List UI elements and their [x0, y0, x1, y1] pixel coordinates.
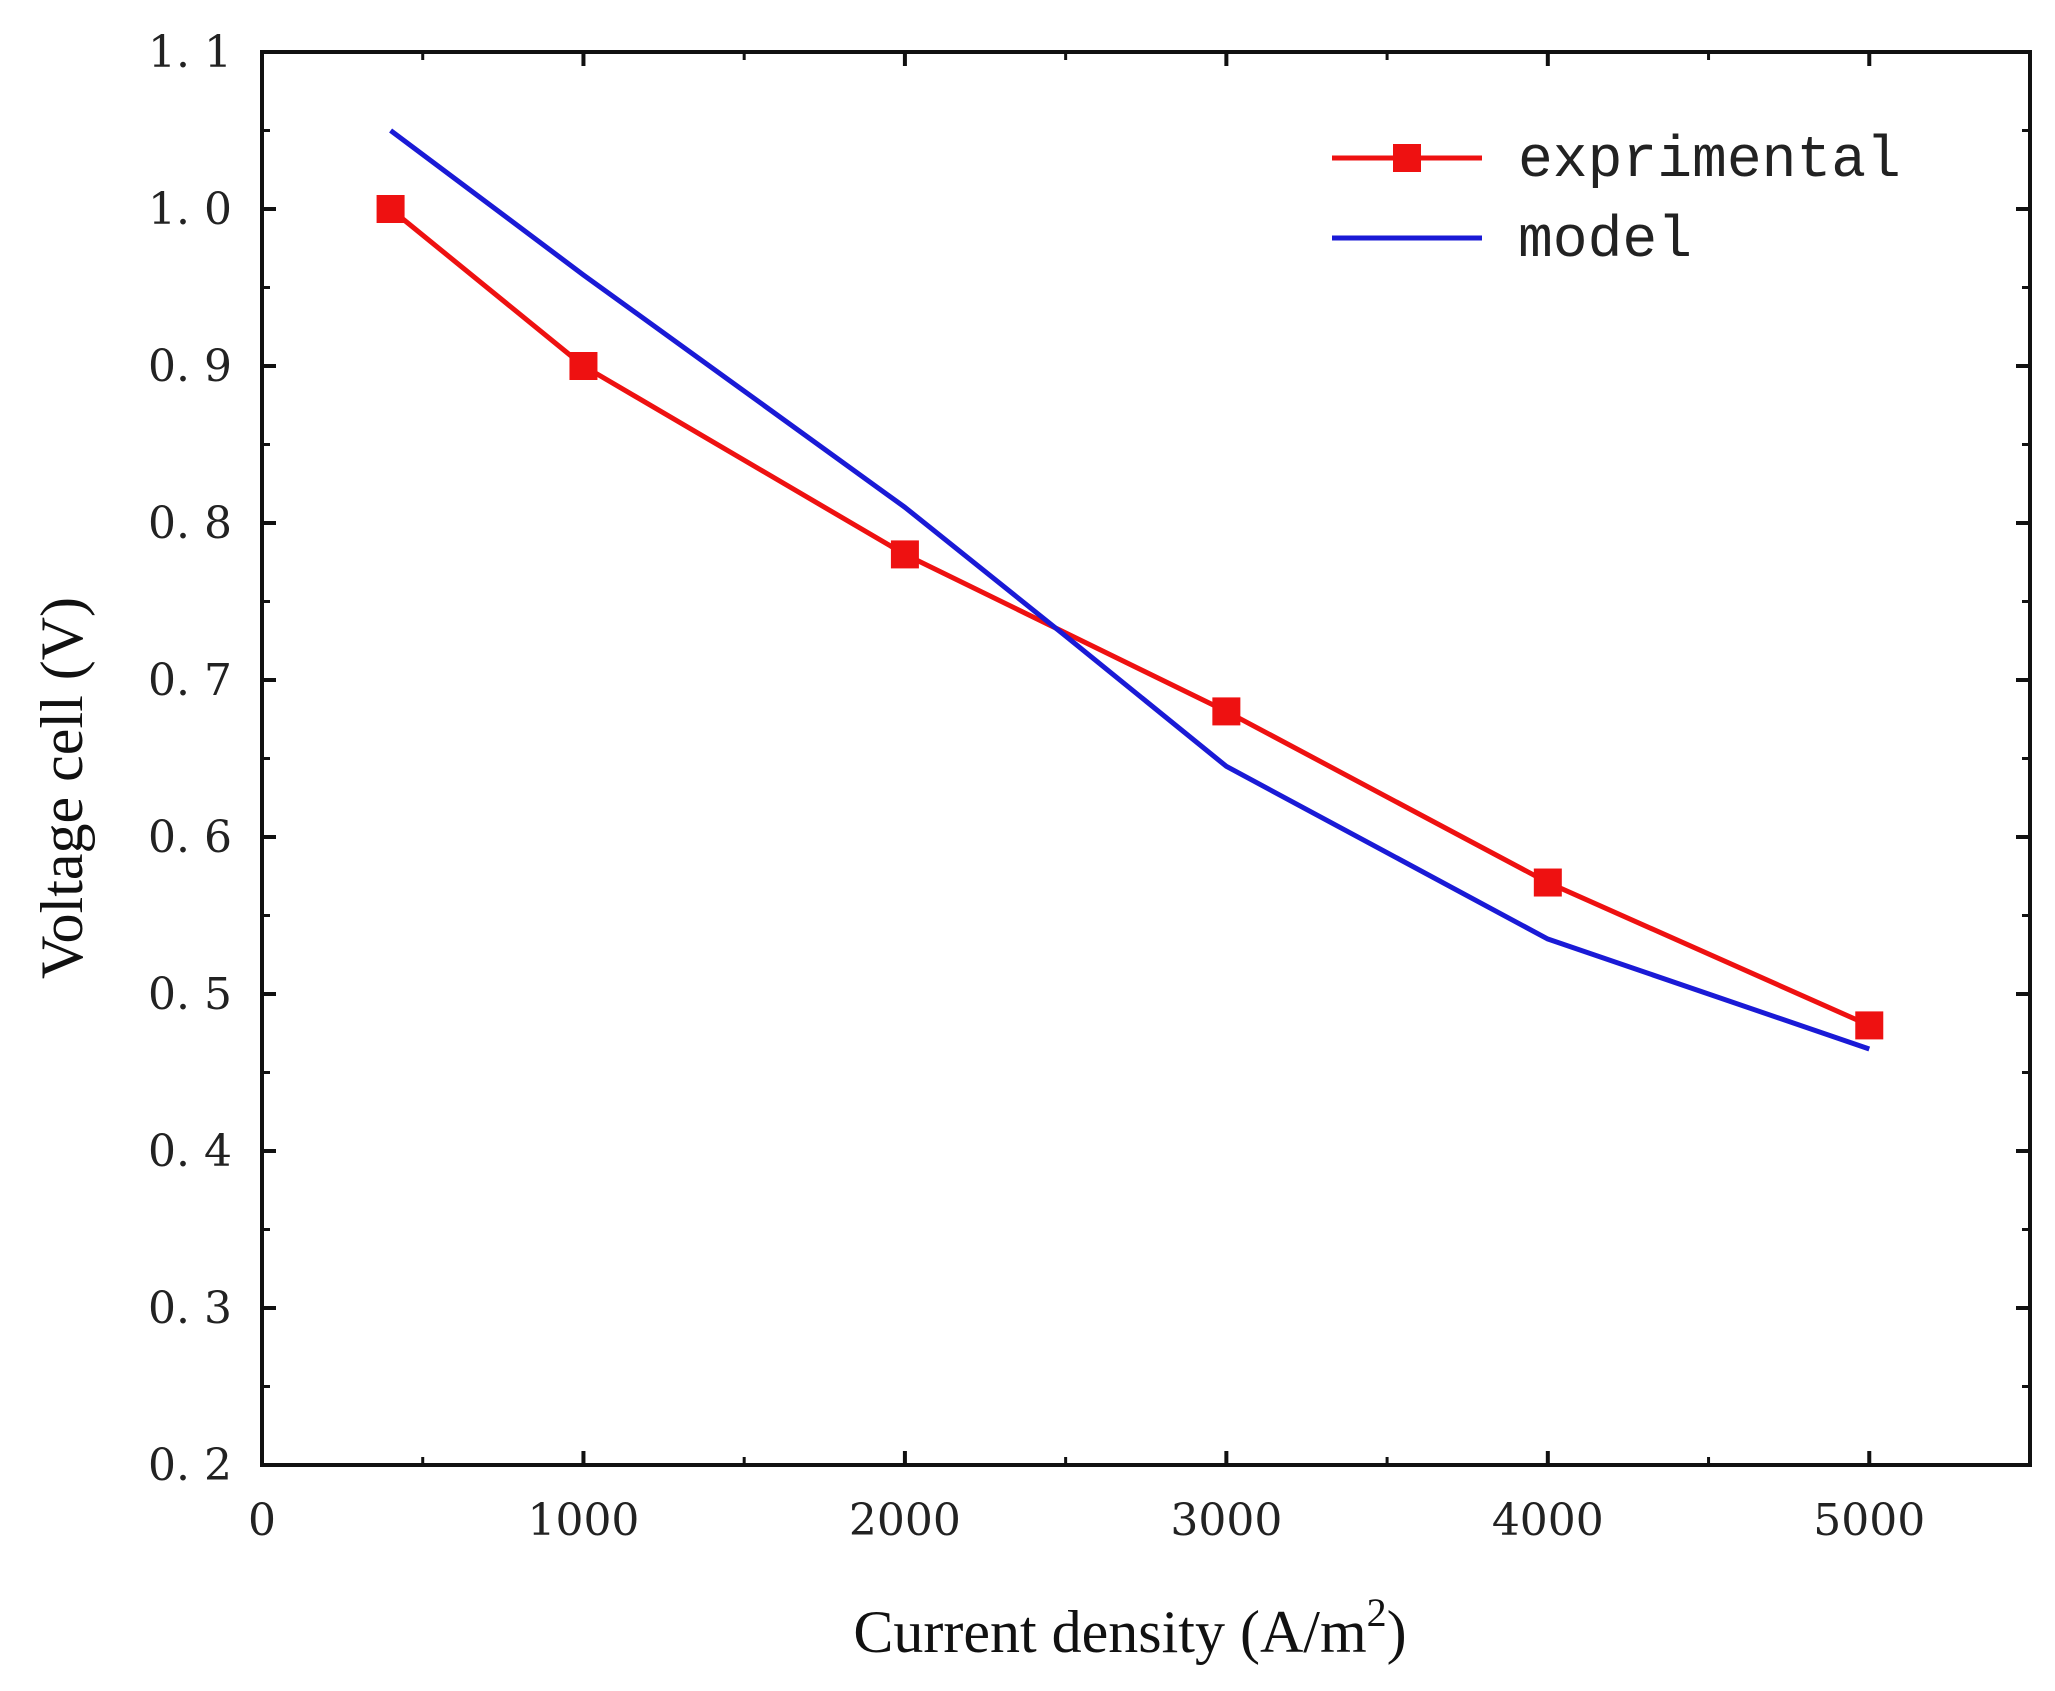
x-tick-label: 3000	[1170, 1495, 1282, 1546]
series-line-exprimental	[389, 207, 1871, 1028]
y-tick-label: 0. 4	[148, 1126, 232, 1177]
y-tick-label: 0. 5	[148, 969, 232, 1020]
exprimental-point	[376, 195, 405, 223]
y-tick-label: 0. 6	[148, 812, 232, 863]
x-tick-label: 0	[248, 1495, 276, 1546]
legend-marker-exprimental	[1393, 144, 1421, 172]
x-tick-label: 2000	[849, 1495, 961, 1546]
exprimental-point	[1855, 1011, 1884, 1040]
x-axis-title: Current density (A/m2)	[853, 1590, 1406, 1665]
plot-frame	[260, 50, 2032, 1467]
y-tick-label: 0. 3	[148, 1283, 232, 1334]
x-tick-label: 1000	[527, 1495, 639, 1546]
exprimental-point	[1533, 868, 1562, 897]
x-tick-label: 4000	[1492, 1495, 1604, 1546]
exprimental-point	[569, 352, 598, 380]
legend: exprimental model	[1332, 129, 1901, 274]
y-tick-label: 1. 1	[148, 27, 232, 78]
legend-label-exprimental: exprimental	[1518, 129, 1901, 194]
series-layer	[376, 128, 1884, 1052]
series-line-model	[389, 128, 1871, 1052]
y-axis: 0. 2 0. 3 0. 4 0. 5 0. 6 0. 7 0. 8 0. 9 1. 0 1. 1	[148, 27, 2030, 1491]
plot-border	[260, 50, 2032, 1467]
y-tick-label: 0. 2	[148, 1440, 232, 1491]
x-tick-label: 5000	[1813, 1495, 1925, 1546]
legend-label-model: model	[1518, 209, 1692, 274]
exprimental-point	[1212, 697, 1241, 726]
y-tick-label: 0. 9	[148, 341, 232, 392]
y-tick-label: 1. 0	[148, 184, 232, 235]
exprimental-point	[890, 540, 919, 569]
x-axis: 0 1000 2000 3000 4000 5000	[248, 52, 1925, 1546]
y-tick-label: 0. 7	[148, 655, 232, 706]
y-tick-label: 0. 8	[148, 498, 232, 549]
y-axis-title: Voltage cell (V)	[29, 597, 95, 979]
